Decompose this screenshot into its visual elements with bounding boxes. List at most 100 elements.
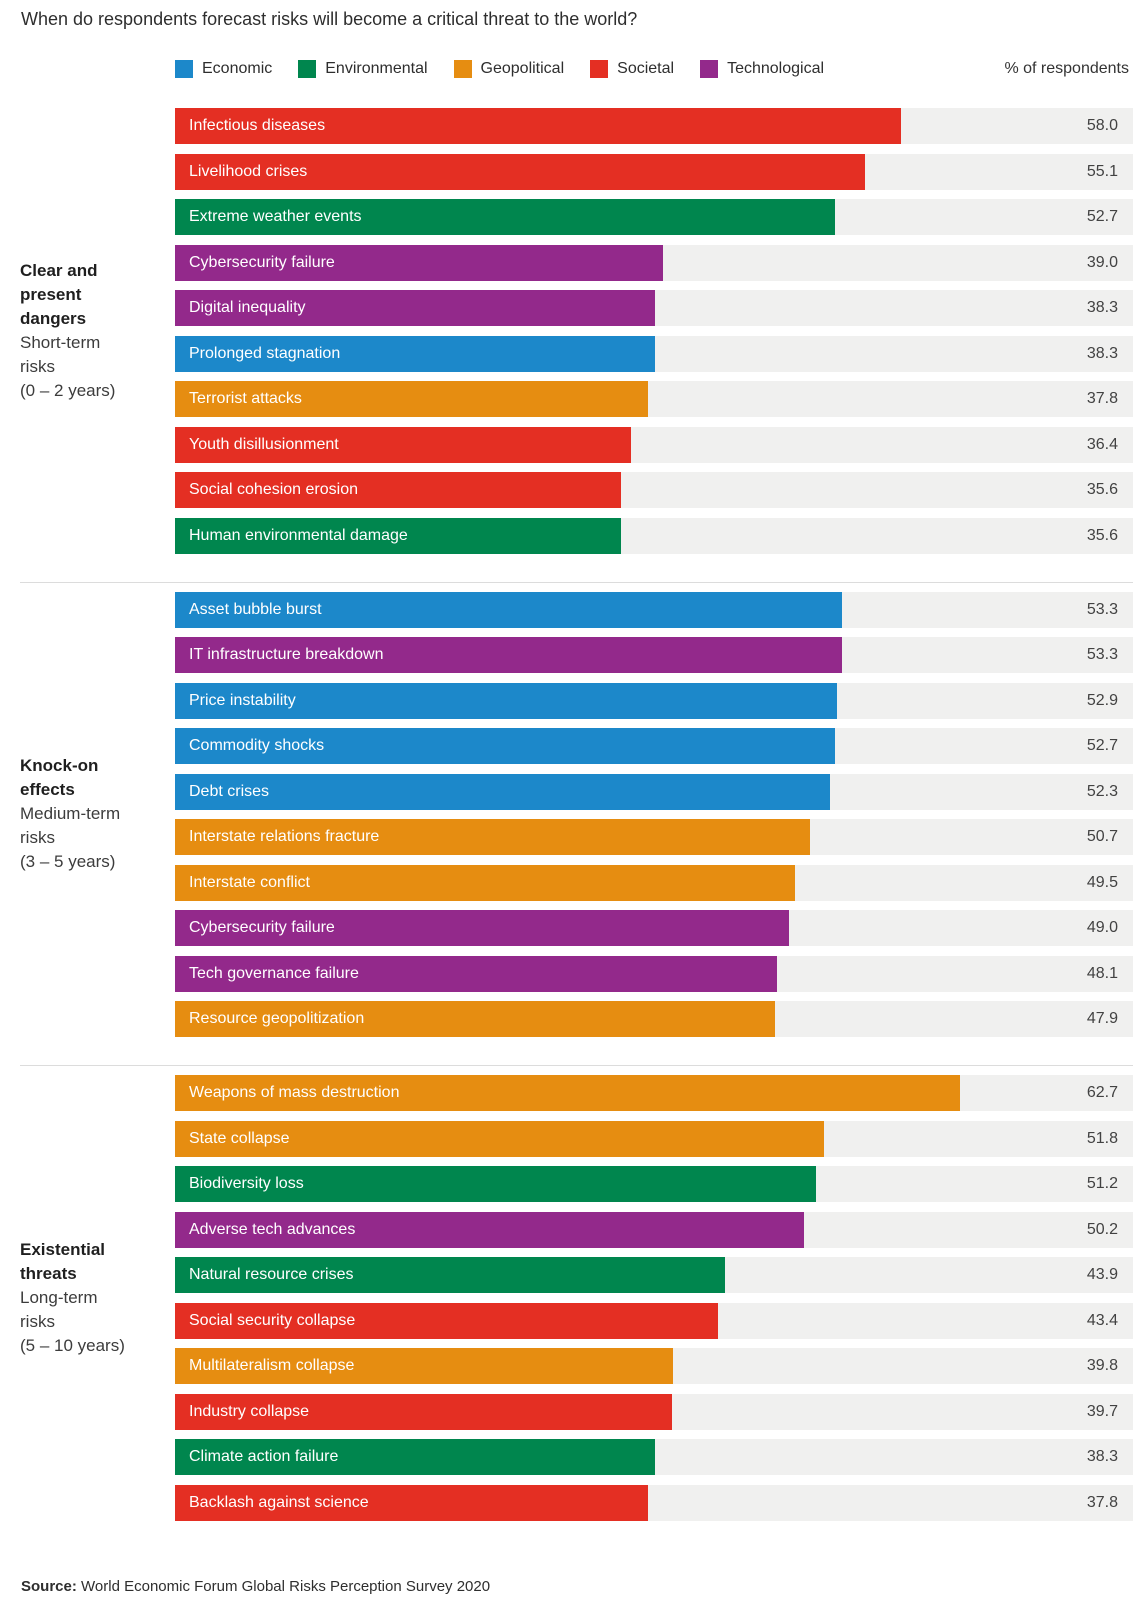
risk-value: 35.6 <box>1086 526 1118 544</box>
risk-row: Interstate relations fracture 50.7 <box>175 819 1133 855</box>
risk-value: 38.3 <box>1086 1448 1118 1465</box>
risk-bar: Weapons of mass destruction <box>175 1075 961 1111</box>
risk-label: Extreme weather events <box>189 208 362 225</box>
legend-label: Economic <box>202 60 273 77</box>
risk-bar: Commodity shocks <box>175 728 835 764</box>
risk-label: Weapons of mass destruction <box>189 1084 400 1101</box>
risk-row: Weapons of mass destruction 62.7 <box>175 1075 1133 1111</box>
risk-row: Human environmental damage 35.6 <box>175 517 1133 554</box>
risk-value: 49.5 <box>1086 873 1118 891</box>
risk-row: Digital inequality 38.3 <box>175 290 1133 326</box>
risk-row: Cybersecurity failure 39.0 <box>175 244 1133 281</box>
risk-row: Price instability 52.9 <box>175 682 1133 719</box>
risk-value: 37.8 <box>1086 1493 1118 1511</box>
risk-row: Debt crises 52.3 <box>175 773 1133 810</box>
section-rows: Weapons of mass destruction 62.7 State col… <box>175 1075 1133 1521</box>
risk-row: Interstate conflict 49.5 <box>175 864 1133 901</box>
risk-bar: Industry collapse <box>175 1393 673 1430</box>
risk-label: Interstate relations fracture <box>189 828 380 845</box>
section-divider <box>20 1065 1133 1066</box>
risk-row: Cybersecurity failure 49.0 <box>175 910 1133 946</box>
risk-row: Climate action failure 38.3 <box>175 1439 1133 1475</box>
risk-value: 58.0 <box>1086 117 1118 134</box>
section-range: (0 – 2 years) <box>20 380 116 400</box>
source-label: Source: <box>21 1577 77 1595</box>
risk-bar: Backlash against science <box>175 1484 649 1521</box>
legend-item-societal: Societal <box>590 60 674 78</box>
section-name: Knock-on effects <box>20 756 99 800</box>
risk-label: Biodiversity loss <box>189 1175 304 1192</box>
risk-bar: Biodiversity loss <box>175 1166 817 1202</box>
risk-label: Multilateralism collapse <box>189 1357 355 1374</box>
legend-item-geopolitical: Geopolitical <box>453 60 564 78</box>
risk-row: Livelihood crises 55.1 <box>175 153 1133 190</box>
risk-row: Prolonged stagnation 38.3 <box>175 335 1133 372</box>
legend-label: Environmental <box>325 60 428 77</box>
risk-label: Backlash against science <box>189 1493 369 1511</box>
respondents-axis-label: % of respondents <box>1004 60 1129 77</box>
risk-label: IT infrastructure breakdown <box>189 646 384 663</box>
risk-value: 49.0 <box>1086 919 1118 936</box>
risk-value: 38.3 <box>1086 299 1118 316</box>
chart-title: When do respondents forecast risks will … <box>21 9 638 29</box>
risk-bar: Multilateralism collapse <box>175 1348 674 1384</box>
risk-value: 51.2 <box>1086 1175 1118 1192</box>
risk-bar: Natural resource crises <box>175 1257 725 1293</box>
section-label: Knock-on effects Medium-term risks (3 – 5 … <box>0 592 175 1038</box>
risk-bar: Interstate conflict <box>175 864 795 901</box>
risk-row: Social cohesion erosion 35.6 <box>175 472 1133 508</box>
section-1: Knock-on effects Medium-term risks (3 – 5 … <box>0 591 1133 1038</box>
risk-label: Terrorist attacks <box>189 390 302 407</box>
risk-row: Terrorist attacks 37.8 <box>175 381 1133 417</box>
section-2: Existential threats Long-term risks (5 – 1… <box>0 1075 1133 1521</box>
risk-bar: Digital inequality <box>175 290 655 326</box>
risk-row: State collapse 51.8 <box>175 1120 1133 1157</box>
risk-value: 53.3 <box>1086 600 1118 618</box>
risk-label: Infectious diseases <box>189 117 326 134</box>
risk-bar: Resource geopolitization <box>175 1001 775 1037</box>
risk-row: Multilateralism collapse 39.8 <box>175 1348 1133 1384</box>
risk-bar: Asset bubble burst <box>175 591 843 628</box>
risk-label: Adverse tech advances <box>189 1220 356 1238</box>
risk-bar: Cybersecurity failure <box>175 910 789 946</box>
risk-bar: Adverse tech advances <box>175 1211 804 1248</box>
environmental-swatch-icon <box>298 60 317 78</box>
risk-bar: Tech governance failure <box>175 955 778 992</box>
risk-label: Industry collapse <box>189 1402 310 1420</box>
risk-label: Asset bubble burst <box>189 600 322 618</box>
risk-value: 39.7 <box>1086 1402 1118 1420</box>
risk-label: Interstate conflict <box>189 873 310 891</box>
risk-label: Commodity shocks <box>189 737 325 754</box>
risk-value: 47.9 <box>1086 1010 1118 1027</box>
risk-bar: Terrorist attacks <box>175 381 649 417</box>
risk-value: 51.8 <box>1086 1129 1118 1147</box>
risk-label: Price instability <box>189 691 296 709</box>
risk-value: 43.4 <box>1086 1311 1118 1329</box>
risk-bar: Price instability <box>175 682 838 719</box>
risk-bar: Cybersecurity failure <box>175 244 664 281</box>
section-range: (5 – 10 years) <box>20 1335 125 1355</box>
risk-value: 52.3 <box>1086 782 1118 800</box>
section-rows: Asset bubble burst 53.3 IT infrastructure … <box>175 591 1133 1037</box>
source-text: World Economic Forum Global Risks Percep… <box>76 1577 491 1595</box>
risk-value: 55.1 <box>1086 162 1118 180</box>
risk-value: 52.9 <box>1086 691 1118 709</box>
legend-item-economic: Economic <box>175 60 272 78</box>
risk-value: 39.8 <box>1086 1357 1118 1374</box>
technological-swatch-icon <box>700 60 719 78</box>
section-subtitle: Medium-term risks <box>20 804 121 848</box>
risk-bar: State collapse <box>175 1120 824 1157</box>
risk-row: Biodiversity loss 51.2 <box>175 1166 1133 1202</box>
risk-value: 39.0 <box>1086 253 1118 271</box>
risk-value: 53.3 <box>1086 646 1118 663</box>
section-label: Clear and present dangers Short-term risk… <box>0 108 175 554</box>
geopolitical-swatch-icon <box>453 60 472 78</box>
risk-row: Resource geopolitization 47.9 <box>175 1001 1133 1037</box>
risk-bar: Social security collapse <box>175 1302 719 1339</box>
legend-item-environmental: Environmental <box>298 60 428 78</box>
risk-row: Asset bubble burst 53.3 <box>175 591 1133 628</box>
risk-label: Cybersecurity failure <box>189 919 335 936</box>
risk-bar: Climate action failure <box>175 1439 655 1475</box>
risk-label: Human environmental damage <box>189 526 408 544</box>
risk-bar: Social cohesion erosion <box>175 472 621 508</box>
